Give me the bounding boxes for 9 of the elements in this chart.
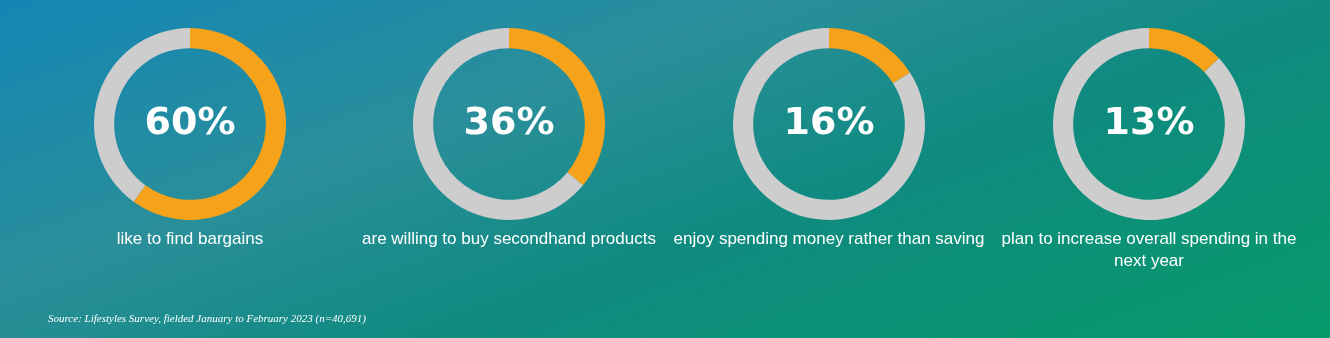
data-label: 16% [783, 98, 875, 143]
text: plan to increase overall spending in the next year [1000, 228, 1298, 272]
text: like to find bargains [115, 228, 265, 250]
data-label: 13% [1103, 98, 1195, 143]
source-note: Source: Lifestyles Survey, fielded January to February 2023 (n=40,691) [48, 312, 367, 324]
text: are willing to buy secondhand products [361, 228, 657, 250]
text: enjoy spending money rather than saving [672, 228, 986, 250]
data-label: 60% [144, 98, 236, 143]
data-label: 36% [463, 98, 555, 143]
